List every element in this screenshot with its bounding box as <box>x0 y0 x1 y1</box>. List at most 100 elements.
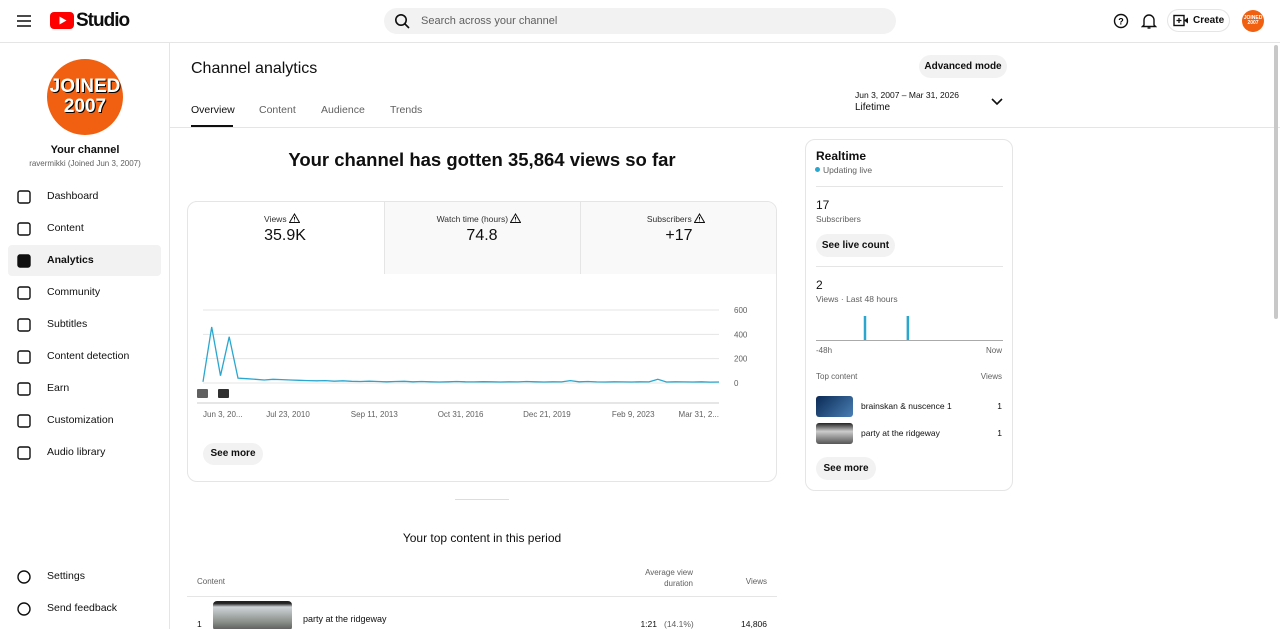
nav-item[interactable]: Analytics <box>47 254 94 266</box>
video-thumbnail[interactable] <box>816 423 853 444</box>
overview-card <box>187 201 777 482</box>
avatar-text: 2007 <box>63 96 107 117</box>
nav-icon <box>17 446 31 460</box>
video-thumbnail[interactable] <box>213 601 292 629</box>
metric-label: Subscribers <box>581 213 771 224</box>
row-title[interactable]: party at the ridgeway <box>303 614 387 624</box>
account-avatar[interactable]: JOINED 2007 <box>1242 10 1264 32</box>
nav-icon <box>17 602 31 616</box>
menu-button[interactable] <box>16 13 34 29</box>
avatar-text: JOINED <box>1243 14 1263 21</box>
advanced-mode-button[interactable]: Advanced mode <box>919 55 1007 78</box>
period-dropdown[interactable] <box>990 97 1004 107</box>
nav-item[interactable]: Community <box>47 286 101 298</box>
icon-shape <box>17 350 31 364</box>
item-title[interactable]: party at the ridgeway <box>861 428 940 438</box>
metric-divider <box>384 202 385 274</box>
metric-value: +17 <box>665 227 693 244</box>
search-box[interactable] <box>384 8 896 34</box>
row-duration: 1:21 <box>640 619 657 629</box>
metric-label: Views <box>187 213 377 224</box>
views-label: Views · Last 48 hours <box>816 294 898 304</box>
column-header: Views <box>745 577 767 586</box>
views-line <box>202 326 720 383</box>
x-tick-label: Dec 21, 2019 <box>523 410 571 419</box>
views-column-label: Views <box>980 372 1002 381</box>
nav-icon <box>17 254 31 268</box>
headline: Your channel has gotten 35,864 views so … <box>288 149 676 170</box>
realtime-status: Updating live <box>823 165 873 175</box>
icon-shape <box>17 414 31 428</box>
nav-item[interactable]: Content detection <box>47 350 130 362</box>
nav-icon <box>17 382 31 396</box>
nav-icon <box>17 570 31 584</box>
top-content-title: Your top content in this period <box>402 531 562 545</box>
metric-divider <box>580 202 581 274</box>
y-tick-label: 400 <box>734 330 748 339</box>
realtime-chart <box>816 316 1003 341</box>
x-tick-label: Jul 23, 2010 <box>266 410 310 419</box>
sidebar-border <box>169 43 170 629</box>
nav-icon <box>17 286 31 300</box>
help-icon[interactable]: ? <box>1113 13 1129 29</box>
divider <box>816 186 1003 187</box>
active-nav-background <box>8 245 161 276</box>
create-button[interactable] <box>1167 9 1230 32</box>
see-live-count-button[interactable]: See live count <box>816 234 895 257</box>
nav-item[interactable]: Send feedback <box>47 602 118 614</box>
tab[interactable]: Audience <box>321 104 365 116</box>
channel-avatar[interactable]: JOINED 2007 <box>47 59 123 135</box>
nav-item[interactable]: Audio library <box>47 446 106 458</box>
avatar-text: 2007 <box>1247 20 1259 26</box>
nav-icon <box>17 414 31 428</box>
realtime-card <box>805 139 1013 491</box>
see-more-button[interactable]: See more <box>816 457 876 480</box>
svg-text:?: ? <box>1118 17 1124 27</box>
y-tick-label: 200 <box>734 355 748 364</box>
create-icon <box>1173 14 1188 27</box>
nav-item[interactable]: Earn <box>47 382 70 394</box>
x-tick-label: Sep 11, 2013 <box>351 410 399 419</box>
realtime-views: 2 <box>816 278 823 292</box>
warning-icon <box>510 213 522 223</box>
youtube-logo[interactable] <box>50 12 74 29</box>
x-start-label: -48h <box>816 346 833 355</box>
realtime-title: Realtime <box>816 149 867 163</box>
tab[interactable]: Overview <box>191 104 235 116</box>
notifications-icon[interactable] <box>1141 12 1157 30</box>
x-tick-label: Mar 31, 2... <box>679 410 719 419</box>
header-border <box>0 42 1280 43</box>
active-tab-underline <box>191 125 233 127</box>
page-title: Channel analytics <box>191 60 318 77</box>
column-header: Average view duration <box>645 568 693 588</box>
tab[interactable]: Content <box>259 104 296 116</box>
video-thumbnail[interactable] <box>816 396 853 417</box>
y-tick-label: 0 <box>734 379 739 388</box>
table-border <box>187 596 777 597</box>
nav-item[interactable]: Dashboard <box>47 190 99 202</box>
icon-shape <box>17 254 31 268</box>
nav-item[interactable]: Settings <box>47 570 85 582</box>
channel-title: Your channel <box>50 144 120 156</box>
nav-item[interactable]: Subtitles <box>47 318 88 330</box>
x-tick-label: Feb 9, 2023 <box>612 410 655 419</box>
metric-value[interactable]: 35.9K <box>264 227 306 244</box>
nav-item[interactable]: Customization <box>47 414 114 426</box>
tabs-border <box>170 127 1280 128</box>
warning-icon <box>288 213 301 223</box>
nav-icon <box>17 350 31 364</box>
date-range: Jun 3, 2007 – Mar 31, 2026 <box>855 90 959 100</box>
nav-icon <box>17 318 31 332</box>
icon-shape <box>17 446 31 460</box>
x-tick-label: Jun 3, 20... <box>203 410 243 419</box>
item-title[interactable]: brainskan & nuscence 1 <box>861 401 952 411</box>
nav-item[interactable]: Content <box>47 222 84 234</box>
tab[interactable]: Trends <box>390 104 423 116</box>
row-duration-percent: (14.1%) <box>664 619 694 629</box>
see-more-button[interactable]: See more <box>203 443 263 465</box>
views-chart: 0 200 400 600 Jun 3, 20... Jul 23, 2010 Sep 11… <box>197 306 748 419</box>
icon-shape <box>17 602 31 616</box>
period: Lifetime <box>855 102 891 113</box>
y-tick-label: 600 <box>734 306 748 315</box>
icon-shape <box>17 382 31 396</box>
